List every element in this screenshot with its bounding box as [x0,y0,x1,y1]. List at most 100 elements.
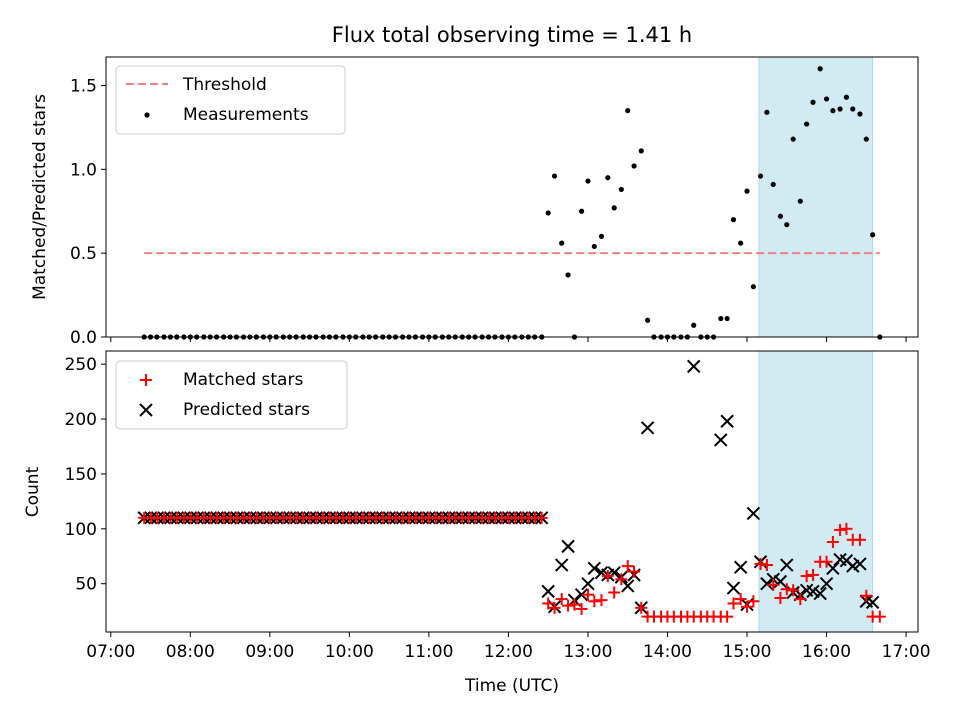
measurement-point [810,99,816,105]
legend-threshold-label: Threshold [182,75,267,95]
matched-star-point [760,559,773,572]
chart-title: Flux total observing time = 1.41 h [332,23,692,47]
matched-star-point [860,589,873,602]
measurement-point [757,173,764,179]
measurement-point [591,243,597,250]
matched-star-point [601,570,614,583]
matched-star-point [595,594,608,607]
top-y-tick-label: 1.0 [70,160,97,180]
predicted-star-point [581,576,595,591]
matched-star-point [734,593,747,606]
predicted-star-point [714,433,728,447]
matched-star-point [787,584,800,597]
measurement-point [837,106,843,112]
bottom-x-tick-label: 12:00 [484,642,533,662]
top-axes-frame [105,56,919,338]
legend-predicted-swatch [139,403,153,417]
matched-star-point [800,570,813,583]
matched-star-point [754,557,767,570]
measurement-point [784,222,790,228]
predicted-star-point [621,579,635,593]
predicted-star-point [687,359,701,374]
matched-star-point [721,610,734,623]
bottom-y-tick-label: 100 [65,520,97,540]
measurement-point [857,111,863,117]
measurement-point [618,186,624,193]
measurement-point [777,213,784,219]
bottom-legend: Matched stars Predicted stars [115,360,348,430]
predicted-star-point [554,558,569,572]
measurement-point [585,178,591,184]
measurement-point [817,66,823,72]
bottom-panel: 50 100 150 200 250 07:00 08:00 09:00 10:00 11:00 1… [23,350,931,696]
top-legend-box [115,65,346,135]
matched-star-point [588,595,601,608]
predicted-star-point [819,576,834,591]
measurement-point [578,208,585,214]
bottom-x-tick-label: 11:00 [404,642,453,662]
bottom-x-axis-label: Time (UTC) [464,676,559,696]
matched-star-point [820,555,833,568]
top-observing-window [758,56,874,338]
matched-star-point [741,600,754,613]
measurement-point [830,108,836,114]
legend-matched-label: Matched stars [183,370,303,390]
bottom-x-tick-label: 13:00 [563,642,612,662]
bottom-x-tick-label: 07:00 [86,642,135,662]
bottom-x-tick-label: 14:00 [643,642,692,662]
predicted-star-point [813,586,827,601]
matched-star-point [628,565,641,578]
measurement-point [790,136,796,142]
bottom-y-tick-label: 200 [65,410,97,430]
matched-star-point [834,523,847,536]
measurement-point [730,217,737,223]
measurement-point [750,284,756,290]
measurement-point [764,109,770,115]
matched-star-point [840,522,853,535]
matched-star-point [807,568,820,581]
matched-star-point [548,601,561,614]
bottom-y-axis-label: Count [23,466,43,517]
predicted-star-point [853,557,867,571]
legend-measurements-swatch [144,112,150,118]
matched-star-point [727,597,740,610]
legend-measurements-label: Measurements [183,105,309,125]
matched-star-point [853,533,866,546]
matched-star-point [621,560,634,573]
bottom-y-tick-label: 250 [65,355,97,375]
matched-star-point [562,599,575,612]
matched-star-point [581,588,594,601]
predicted-star-point [733,560,748,574]
matched-star-point [608,586,621,599]
predicted-star-point [780,558,794,572]
measurement-point [718,315,724,322]
measurement-point [545,210,551,216]
measurement-point [738,240,744,246]
matched-star-point [780,583,793,596]
measurement-point [611,205,617,211]
matched-star-point [767,578,780,591]
measurement-point [691,322,697,328]
measurement-point [559,240,565,246]
measurement-point [638,148,644,154]
top-panel: 0.0 0.5 1.0 1.5 Matched/Predicted stars Thr… [30,56,919,348]
measurement-point [863,136,869,142]
bottom-x-tick-label: 16:00 [802,642,851,662]
bottom-legend-box [115,360,348,430]
matched-star-point [615,573,628,586]
predicted-star-point [720,414,734,428]
predicted-star-point [826,561,840,576]
matched-star-point [747,595,760,608]
predicted-star-point [561,539,575,554]
matched-star-point [774,591,787,604]
measurement-point [598,233,605,240]
predicted-star-point [541,584,555,599]
bottom-y-tick-label: 150 [65,465,97,485]
legend-predicted-label: Predicted stars [183,400,310,420]
top-y-axis-label: Matched/Predicted stars [30,94,50,300]
matched-star-point [575,602,588,615]
bottom-y-tick-label: 50 [75,575,97,595]
measurement-point [551,173,558,179]
predicted-star-point [726,581,741,595]
measurement-point [625,108,631,114]
